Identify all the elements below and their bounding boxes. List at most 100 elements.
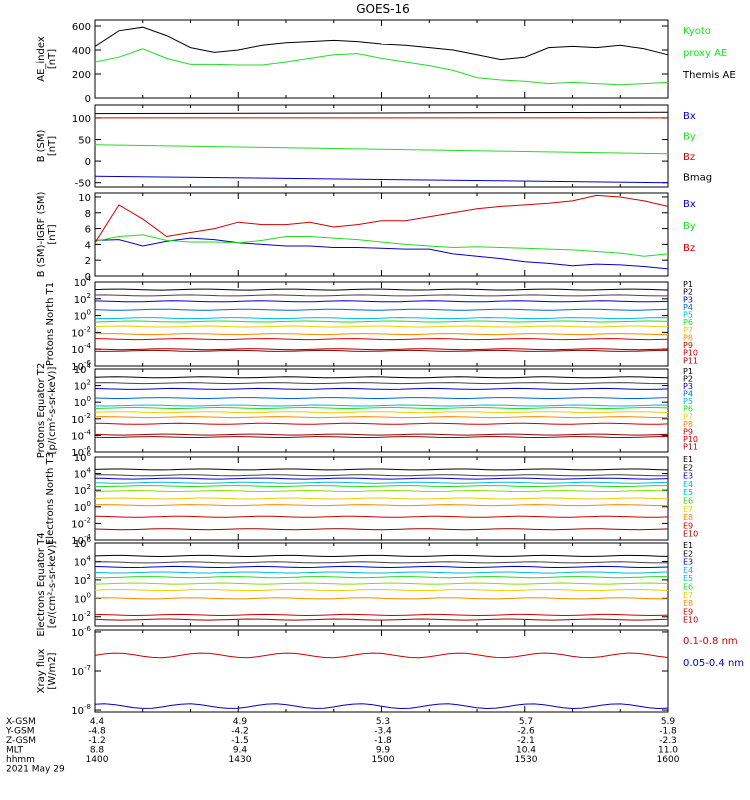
x-tick-value: 4.9 (233, 717, 248, 727)
panel-frame (94, 629, 669, 713)
x-axis-block: X-GSM 4.4 4.9 5.3 5.7 5.9 Y-GSM -4.8 -4.2 -3.4 -2.… (5, 717, 680, 775)
y-tick-label: 106 (74, 450, 92, 464)
legend-item: proxy AE (683, 48, 727, 59)
legend-item: P2 (683, 375, 693, 384)
series-p7 (94, 411, 669, 414)
y-axis-label: Electrons Equator T4[e/(cm²-s-sr-keV)] (36, 532, 58, 636)
series-0-05-0-4-nm (94, 703, 669, 710)
y-tick-label: 10-2 (71, 516, 91, 530)
x-tick-value: 1400 (86, 755, 109, 765)
series-e5 (94, 576, 668, 579)
y-tick-label: 10-6 (71, 445, 91, 459)
y-tick-label: 10 (78, 193, 91, 204)
legend-item: E7 (683, 591, 693, 600)
series-p7 (94, 325, 669, 328)
x-tick-value: 1600 (657, 755, 680, 765)
legend-item: P4 (683, 390, 693, 399)
legend-item: E8 (683, 513, 693, 522)
series-e3 (94, 477, 669, 480)
panel-protons-equator: 104 102 100 10-2 10-4 10-6 Protons Equator T2[… (36, 362, 698, 459)
legend-item: P1 (683, 280, 693, 289)
x-tick-value: -2.3 (659, 736, 677, 746)
legend-item: E7 (683, 505, 693, 514)
series-e4 (94, 481, 669, 484)
y-tick-label: -50 (75, 179, 91, 190)
legend-item: P9 (683, 341, 693, 350)
legend-item: P8 (683, 420, 693, 429)
legend-item: P11 (683, 442, 698, 451)
y-axis-label: Protons Equator T2[p/(cm²-s-sr-keV)] (36, 363, 58, 459)
series-p4 (94, 397, 669, 399)
x-tick-value: 1430 (229, 755, 252, 765)
series-p11 (94, 436, 668, 438)
series-bx (94, 175, 669, 184)
series-e2 (95, 474, 669, 477)
x-tick-value: 1530 (515, 755, 538, 765)
legend-item: E4 (683, 480, 693, 489)
panel-frame (94, 19, 669, 99)
x-row-label: X-GSM (6, 717, 36, 727)
y-tick-label: 4 (85, 240, 91, 251)
series-e9 (94, 515, 669, 518)
y-tick-label: 0 (85, 94, 91, 105)
legend-item: P1 (683, 367, 693, 376)
series-p10 (94, 433, 669, 436)
x-row-label: MLT (6, 746, 24, 756)
y-tick-label: 10-6 (71, 625, 91, 639)
series-p9 (94, 338, 669, 341)
legend-item: E9 (683, 521, 693, 530)
x-tick-value: -2.1 (517, 736, 535, 746)
y-axis-label: Xray flux[W/m2] (36, 649, 58, 694)
y-axis-label: Electrons North T3 (45, 452, 56, 545)
x-tick-value: -4.8 (88, 727, 106, 737)
y-tick-label: 104 (74, 467, 92, 481)
x-tick-value: 5.3 (376, 717, 390, 727)
x-tick-value: 9.9 (376, 746, 391, 756)
legend-item: P2 (683, 288, 693, 297)
series-bz (94, 194, 669, 244)
y-tick-label: 0 (85, 157, 91, 168)
legend-item: P7 (683, 412, 693, 421)
x-tick-value: -1.2 (88, 736, 106, 746)
legend-item: E5 (683, 574, 693, 583)
series-p8 (94, 416, 668, 419)
y-tick-label: 10-7 (71, 664, 91, 678)
x-tick-value: 5.7 (519, 717, 533, 727)
legend-item: E1 (683, 455, 693, 464)
y-tick-label: 100 (74, 591, 91, 605)
legend-item: Kyoto (683, 26, 711, 37)
legend-item: E4 (683, 566, 693, 575)
panel-ae: 600 400 200 0 AE_index[nT] Kyoto proxy AE Themi… (36, 19, 736, 105)
panel-frame (94, 368, 669, 453)
legend-item: 0.1-0.8 nm (683, 636, 738, 647)
y-tick-label: 100 (74, 309, 91, 323)
series-e7 (94, 497, 669, 500)
series-e5 (94, 485, 668, 488)
panel-electrons-north: 106 104 102 100 10-2 10-4 Electrons North T3 E1… (45, 450, 698, 547)
y-tick-label: 100 (74, 500, 91, 514)
series-p3 (94, 387, 669, 390)
legend-item: P10 (683, 349, 698, 358)
series-p3 (94, 300, 669, 303)
legend-item: Bx (683, 111, 696, 122)
panel-bsm: 100 50 0 -50 B (SM)[nT] Bx By Bz Bmag (36, 104, 712, 190)
y-axis-label: B (SM)[nT] (36, 129, 58, 162)
series-p2 (94, 294, 668, 297)
y-tick-label: 6 (85, 225, 91, 236)
legend-item: E8 (683, 599, 693, 608)
series-e10 (94, 618, 669, 621)
series-p8 (94, 333, 669, 336)
x-tick-value: -1.5 (231, 736, 249, 746)
y-tick-label: 400 (72, 46, 91, 57)
legend-item: By (683, 221, 696, 232)
series-e8 (94, 597, 669, 600)
legend-item: E3 (683, 472, 693, 481)
legend-item: E1 (683, 541, 693, 550)
y-tick-label: 104 (74, 554, 92, 568)
y-tick-label: 10-2 (71, 325, 91, 339)
legend-item: Bx (683, 199, 696, 210)
legend-item: P10 (683, 435, 698, 444)
series-themis-ae (94, 26, 669, 61)
